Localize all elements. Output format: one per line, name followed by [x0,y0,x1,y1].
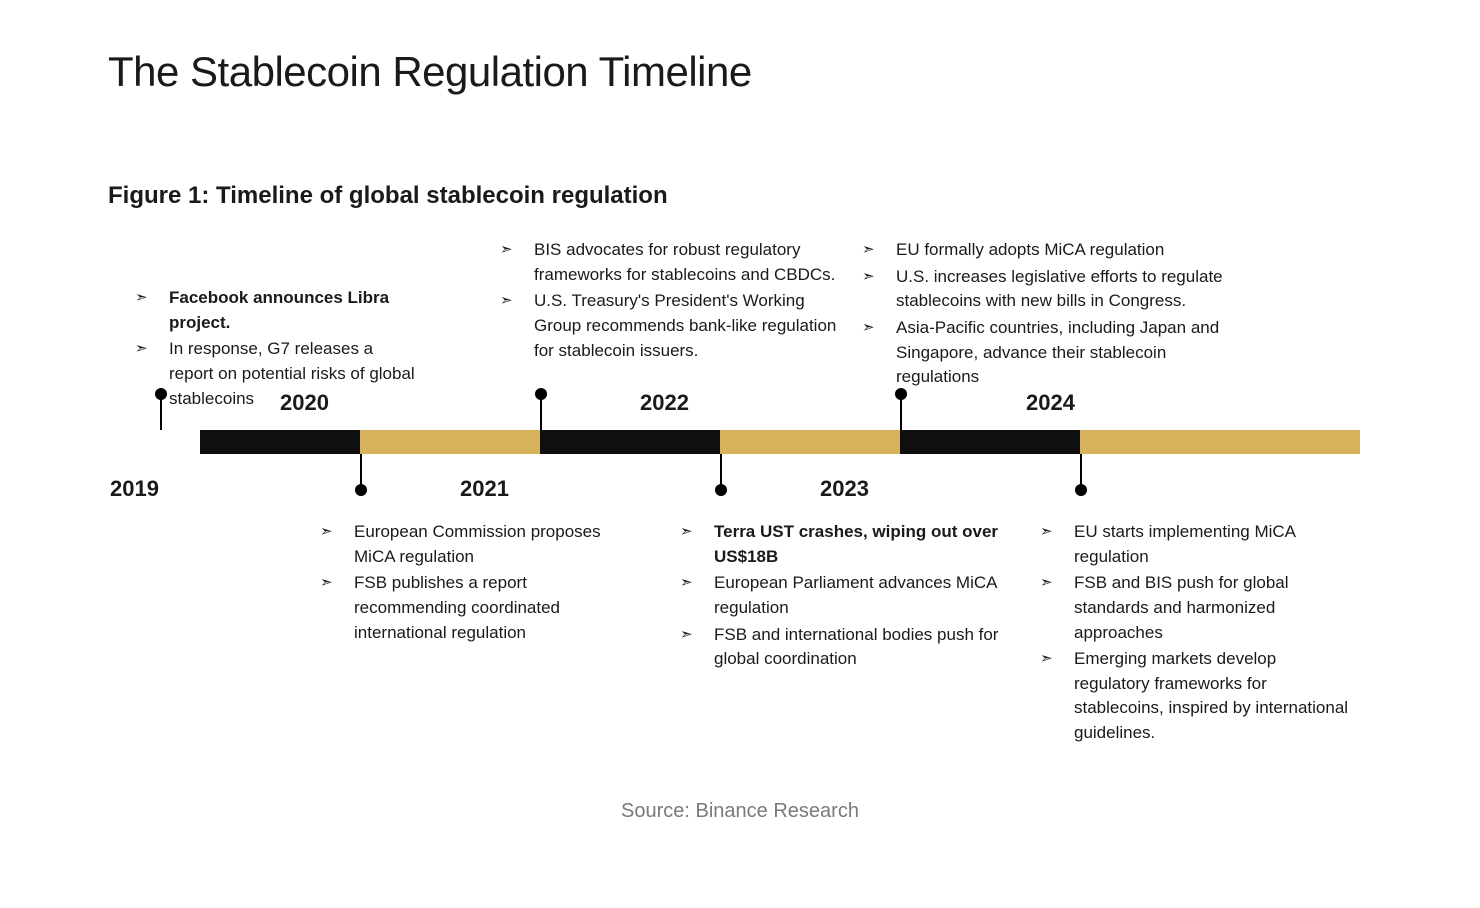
event-item: In response, G7 releases a report on pot… [135,337,415,411]
event-item: European Parliament advances MiCA regula… [680,571,1000,620]
year-label-2019: 2019 [110,476,159,502]
dot-icon [535,388,547,400]
event-text: Asia-Pacific countries, including Japan … [896,318,1219,386]
year-label-2024: 2024 [1026,390,1075,416]
events-2024: EU starts implementing MiCA regulation FS… [1040,520,1350,748]
event-item: EU starts implementing MiCA regulation [1040,520,1350,569]
dot-icon [355,484,367,496]
event-text: U.S. Treasury's President's Working Grou… [534,291,836,359]
event-item: Terra UST crashes, wiping out over US$18… [680,520,1000,569]
timeline-marker-2023 [900,394,902,430]
source-text: Source: Binance Research [0,800,1480,823]
event-text: EU starts implementing MiCA regulation [1074,522,1295,566]
event-item: FSB publishes a report recommending coor… [320,571,620,645]
dot-icon [715,484,727,496]
timeline-segment-3 [720,430,900,454]
event-item: FSB and BIS push for global standards an… [1040,571,1350,645]
figure-title: Figure 1: Timeline of global stablecoin … [108,182,668,210]
event-item: Emerging markets develop regulatory fram… [1040,647,1350,746]
event-item: EU formally adopts MiCA regulation [862,238,1232,263]
event-text: Emerging markets develop regulatory fram… [1074,649,1348,742]
timeline-segment-5 [1080,430,1360,454]
timeline-segment-2 [540,430,720,454]
event-item: FSB and international bodies push for gl… [680,623,1000,672]
event-text: Terra UST crashes, wiping out over US$18… [714,522,998,566]
page-title: The Stablecoin Regulation Timeline [108,48,752,96]
event-item: European Commission proposes MiCA regula… [320,520,620,569]
event-text: European Parliament advances MiCA regula… [714,573,997,617]
event-text: U.S. increases legislative efforts to re… [896,267,1223,311]
events-2021: BIS advocates for robust regulatory fram… [500,238,840,365]
year-label-2023: 2023 [820,476,869,502]
timeline-marker-2024 [1080,454,1082,490]
event-text: BIS advocates for robust regulatory fram… [534,240,835,284]
event-text: European Commission proposes MiCA regula… [354,522,601,566]
timeline-segment-1 [360,430,540,454]
events-2019: Facebook announces Libra project. In resp… [135,286,415,413]
timeline-segment-4 [900,430,1080,454]
event-item: Facebook announces Libra project. [135,286,415,335]
timeline-marker-2022 [720,454,722,490]
year-label-2022: 2022 [640,390,689,416]
dot-icon [1075,484,1087,496]
event-item: U.S. increases legislative efforts to re… [862,265,1232,314]
event-item: BIS advocates for robust regulatory fram… [500,238,840,287]
timeline-bar: 201920202021202220232024 [160,430,1360,454]
year-label-2021: 2021 [460,476,509,502]
events-2023: EU formally adopts MiCA regulation U.S. i… [862,238,1232,392]
event-text: EU formally adopts MiCA regulation [896,240,1164,259]
event-text: FSB publishes a report recommending coor… [354,573,560,641]
event-text: Facebook announces Libra project. [169,288,389,332]
event-text: FSB and BIS push for global standards an… [1074,573,1289,641]
timeline-marker-2020 [360,454,362,490]
events-2020: European Commission proposes MiCA regula… [320,520,620,647]
event-text: In response, G7 releases a report on pot… [169,339,415,407]
event-item: U.S. Treasury's President's Working Grou… [500,289,840,363]
events-2022: Terra UST crashes, wiping out over US$18… [680,520,1000,674]
timeline-marker-2021 [540,394,542,430]
timeline-segment-0 [200,430,360,454]
event-item: Asia-Pacific countries, including Japan … [862,316,1232,390]
event-text: FSB and international bodies push for gl… [714,625,998,669]
